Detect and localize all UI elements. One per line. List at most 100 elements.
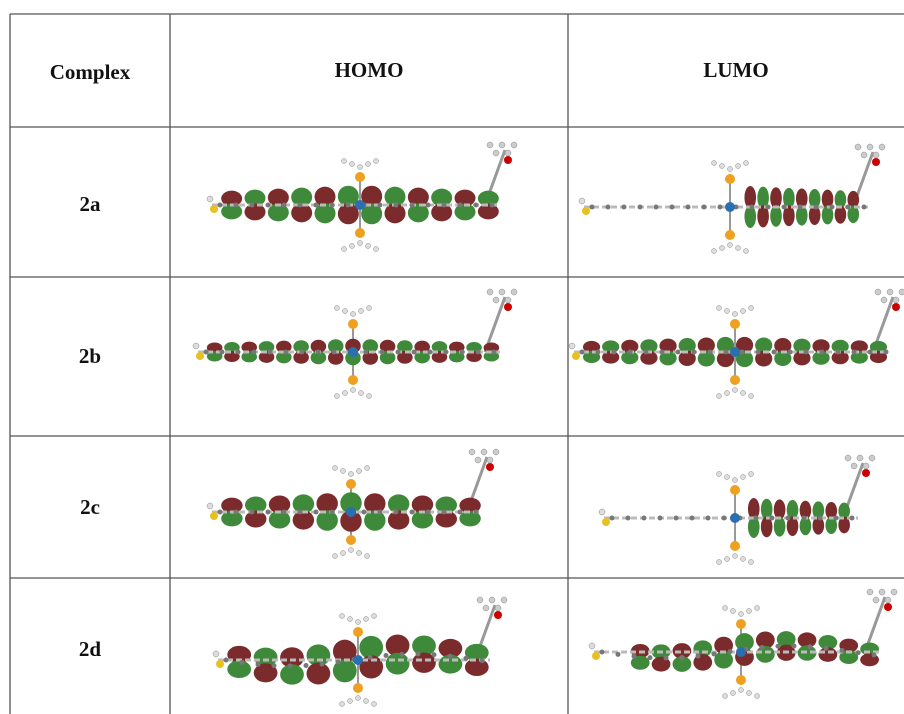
atom <box>384 653 389 658</box>
atom <box>489 597 495 603</box>
atom <box>428 350 433 355</box>
atom <box>335 394 340 399</box>
atom <box>495 605 501 611</box>
atom <box>469 449 475 455</box>
atom <box>304 663 309 668</box>
atom <box>702 205 707 210</box>
atom <box>590 205 595 210</box>
atom <box>499 289 505 295</box>
atom <box>487 289 493 295</box>
atom <box>592 652 600 660</box>
atom <box>760 645 765 650</box>
atom <box>804 350 809 355</box>
atom <box>616 652 621 657</box>
atom <box>725 309 730 314</box>
atom <box>400 652 405 657</box>
atom <box>572 352 580 360</box>
atom <box>268 350 273 355</box>
atom <box>335 306 340 311</box>
atom <box>893 297 899 303</box>
atom <box>670 205 675 210</box>
atom <box>740 350 745 355</box>
atom <box>374 159 379 164</box>
atom <box>346 507 356 517</box>
atom <box>492 350 497 355</box>
atom <box>741 309 746 314</box>
atom <box>744 249 749 254</box>
atom <box>501 597 507 603</box>
atom <box>852 350 857 355</box>
atom <box>511 289 517 295</box>
atom <box>741 475 746 480</box>
atom <box>723 694 728 699</box>
atom <box>490 203 495 208</box>
atom <box>725 391 730 396</box>
atom <box>850 516 855 521</box>
atom <box>725 557 730 562</box>
atom <box>316 350 321 355</box>
atom <box>499 142 505 148</box>
orbital-table: Complex HOMO LUMO 2a 2b 2c 2d <box>0 0 904 714</box>
atom <box>250 510 255 515</box>
atom <box>348 375 358 385</box>
atom <box>706 516 711 521</box>
atom <box>340 614 345 619</box>
atom <box>798 205 803 210</box>
atom <box>728 243 733 248</box>
atom <box>741 557 746 562</box>
atom <box>776 644 781 649</box>
atom <box>855 144 861 150</box>
atom <box>426 510 431 515</box>
atom <box>730 375 740 385</box>
atom <box>348 699 353 704</box>
atom <box>754 516 759 521</box>
atom <box>368 655 373 660</box>
atom <box>725 202 735 212</box>
atom <box>343 309 348 314</box>
atom <box>730 319 740 329</box>
atom <box>589 643 595 649</box>
atom <box>314 510 319 515</box>
atom <box>346 479 356 489</box>
atom <box>749 560 754 565</box>
atom <box>830 205 835 210</box>
atom <box>739 688 744 693</box>
atom <box>333 466 338 471</box>
atom <box>266 203 271 208</box>
atom <box>355 228 365 238</box>
atom <box>720 164 725 169</box>
atom <box>712 652 717 657</box>
atom <box>353 683 363 693</box>
atom <box>733 388 738 393</box>
atom <box>756 350 761 355</box>
atom <box>749 394 754 399</box>
atom <box>755 606 760 611</box>
atom <box>353 627 363 637</box>
atom <box>736 246 741 251</box>
atom <box>372 614 377 619</box>
atom <box>493 449 499 455</box>
atom <box>676 350 681 355</box>
atom <box>875 289 881 295</box>
atom <box>612 350 617 355</box>
page: Complex HOMO LUMO 2a 2b 2c 2d (() => { c… <box>0 0 904 714</box>
atom <box>686 205 691 210</box>
atom <box>626 516 631 521</box>
atom <box>480 658 485 663</box>
row-label: 2d <box>79 637 102 661</box>
atom <box>582 207 590 215</box>
atom <box>846 205 851 210</box>
atom <box>579 198 585 204</box>
atom <box>887 289 893 295</box>
atom <box>899 289 904 295</box>
atom <box>486 463 494 471</box>
atom <box>654 205 659 210</box>
atom <box>320 662 325 667</box>
atom <box>487 457 493 463</box>
atom <box>356 696 361 701</box>
atom <box>357 551 362 556</box>
atom <box>250 203 255 208</box>
atom <box>786 516 791 521</box>
orbital-lobe <box>465 658 489 676</box>
atom <box>863 463 869 469</box>
